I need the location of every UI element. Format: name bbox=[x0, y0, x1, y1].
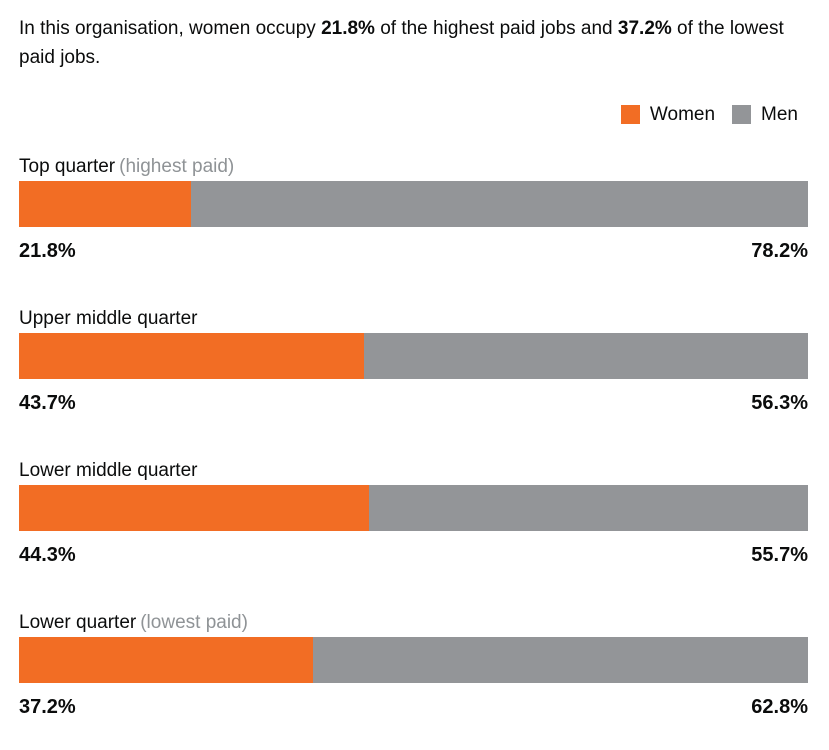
intro-highest-paid-value: 21.8% bbox=[321, 18, 375, 39]
quartile-label-text: Top quarter bbox=[19, 156, 116, 177]
men-legend-label: Men bbox=[761, 104, 798, 125]
quartile-rows: Top quarter (highest paid) 21.8% 78.2% Up… bbox=[19, 157, 808, 718]
men-percentage: 62.8% bbox=[751, 696, 808, 718]
quartile-row: Top quarter (highest paid) 21.8% 78.2% bbox=[19, 157, 808, 262]
bar-segment-men bbox=[363, 333, 808, 379]
quartile-row: Lower middle quarter 44.3% 55.7% bbox=[19, 461, 808, 566]
quartile-row: Lower quarter (lowest paid) 37.2% 62.8% bbox=[19, 613, 808, 718]
quartile-label-note: (highest paid) bbox=[119, 156, 235, 177]
quartile-row: Upper middle quarter 43.7% 56.3% bbox=[19, 309, 808, 414]
women-legend-swatch bbox=[620, 105, 640, 124]
women-percentage: 43.7% bbox=[19, 392, 76, 414]
quartile-label: Upper middle quarter bbox=[19, 309, 808, 328]
percentage-labels: 43.7% 56.3% bbox=[19, 392, 808, 414]
stacked-bar bbox=[19, 637, 808, 683]
women-percentage: 44.3% bbox=[19, 544, 76, 566]
chart-legend: Women Men bbox=[19, 105, 808, 124]
intro-part2: of the highest paid jobs and bbox=[374, 18, 618, 39]
stacked-bar bbox=[19, 333, 808, 379]
women-percentage: 37.2% bbox=[19, 696, 76, 718]
men-legend-swatch bbox=[732, 105, 752, 124]
stacked-bar bbox=[19, 485, 808, 531]
quartile-label: Lower quarter (lowest paid) bbox=[19, 613, 808, 632]
quartile-label-note: (lowest paid) bbox=[140, 612, 248, 633]
quartile-label: Top quarter (highest paid) bbox=[19, 157, 808, 176]
percentage-labels: 37.2% 62.8% bbox=[19, 696, 808, 718]
bar-segment-men bbox=[368, 485, 808, 531]
intro-text: In this organisation, women occupy 21.8%… bbox=[19, 14, 808, 72]
bar-segment-men bbox=[191, 181, 808, 227]
quartile-label-text: Lower quarter bbox=[19, 612, 137, 633]
percentage-labels: 44.3% 55.7% bbox=[19, 544, 808, 566]
percentage-labels: 21.8% 78.2% bbox=[19, 240, 808, 262]
stacked-bar bbox=[19, 181, 808, 227]
men-percentage: 56.3% bbox=[751, 392, 808, 414]
women-legend-label: Women bbox=[649, 104, 716, 125]
men-percentage: 55.7% bbox=[751, 544, 808, 566]
bar-segment-women bbox=[19, 485, 369, 531]
quartile-label-text: Lower middle quarter bbox=[19, 460, 198, 481]
quartile-label: Lower middle quarter bbox=[19, 461, 808, 480]
women-percentage: 21.8% bbox=[19, 240, 76, 262]
intro-lowest-paid-value: 37.2% bbox=[617, 18, 672, 39]
bar-segment-men bbox=[312, 637, 808, 683]
pay-quartiles-chart: In this organisation, women occupy 21.8%… bbox=[19, 14, 808, 718]
bar-segment-women bbox=[19, 637, 313, 683]
men-percentage: 78.2% bbox=[751, 240, 808, 262]
intro-part1: In this organisation, women occupy bbox=[19, 18, 322, 39]
bar-segment-women bbox=[19, 181, 191, 227]
bar-segment-women bbox=[19, 333, 364, 379]
quartile-label-text: Upper middle quarter bbox=[19, 308, 198, 329]
intro-part3: of the lowest paid jobs. bbox=[19, 18, 784, 68]
